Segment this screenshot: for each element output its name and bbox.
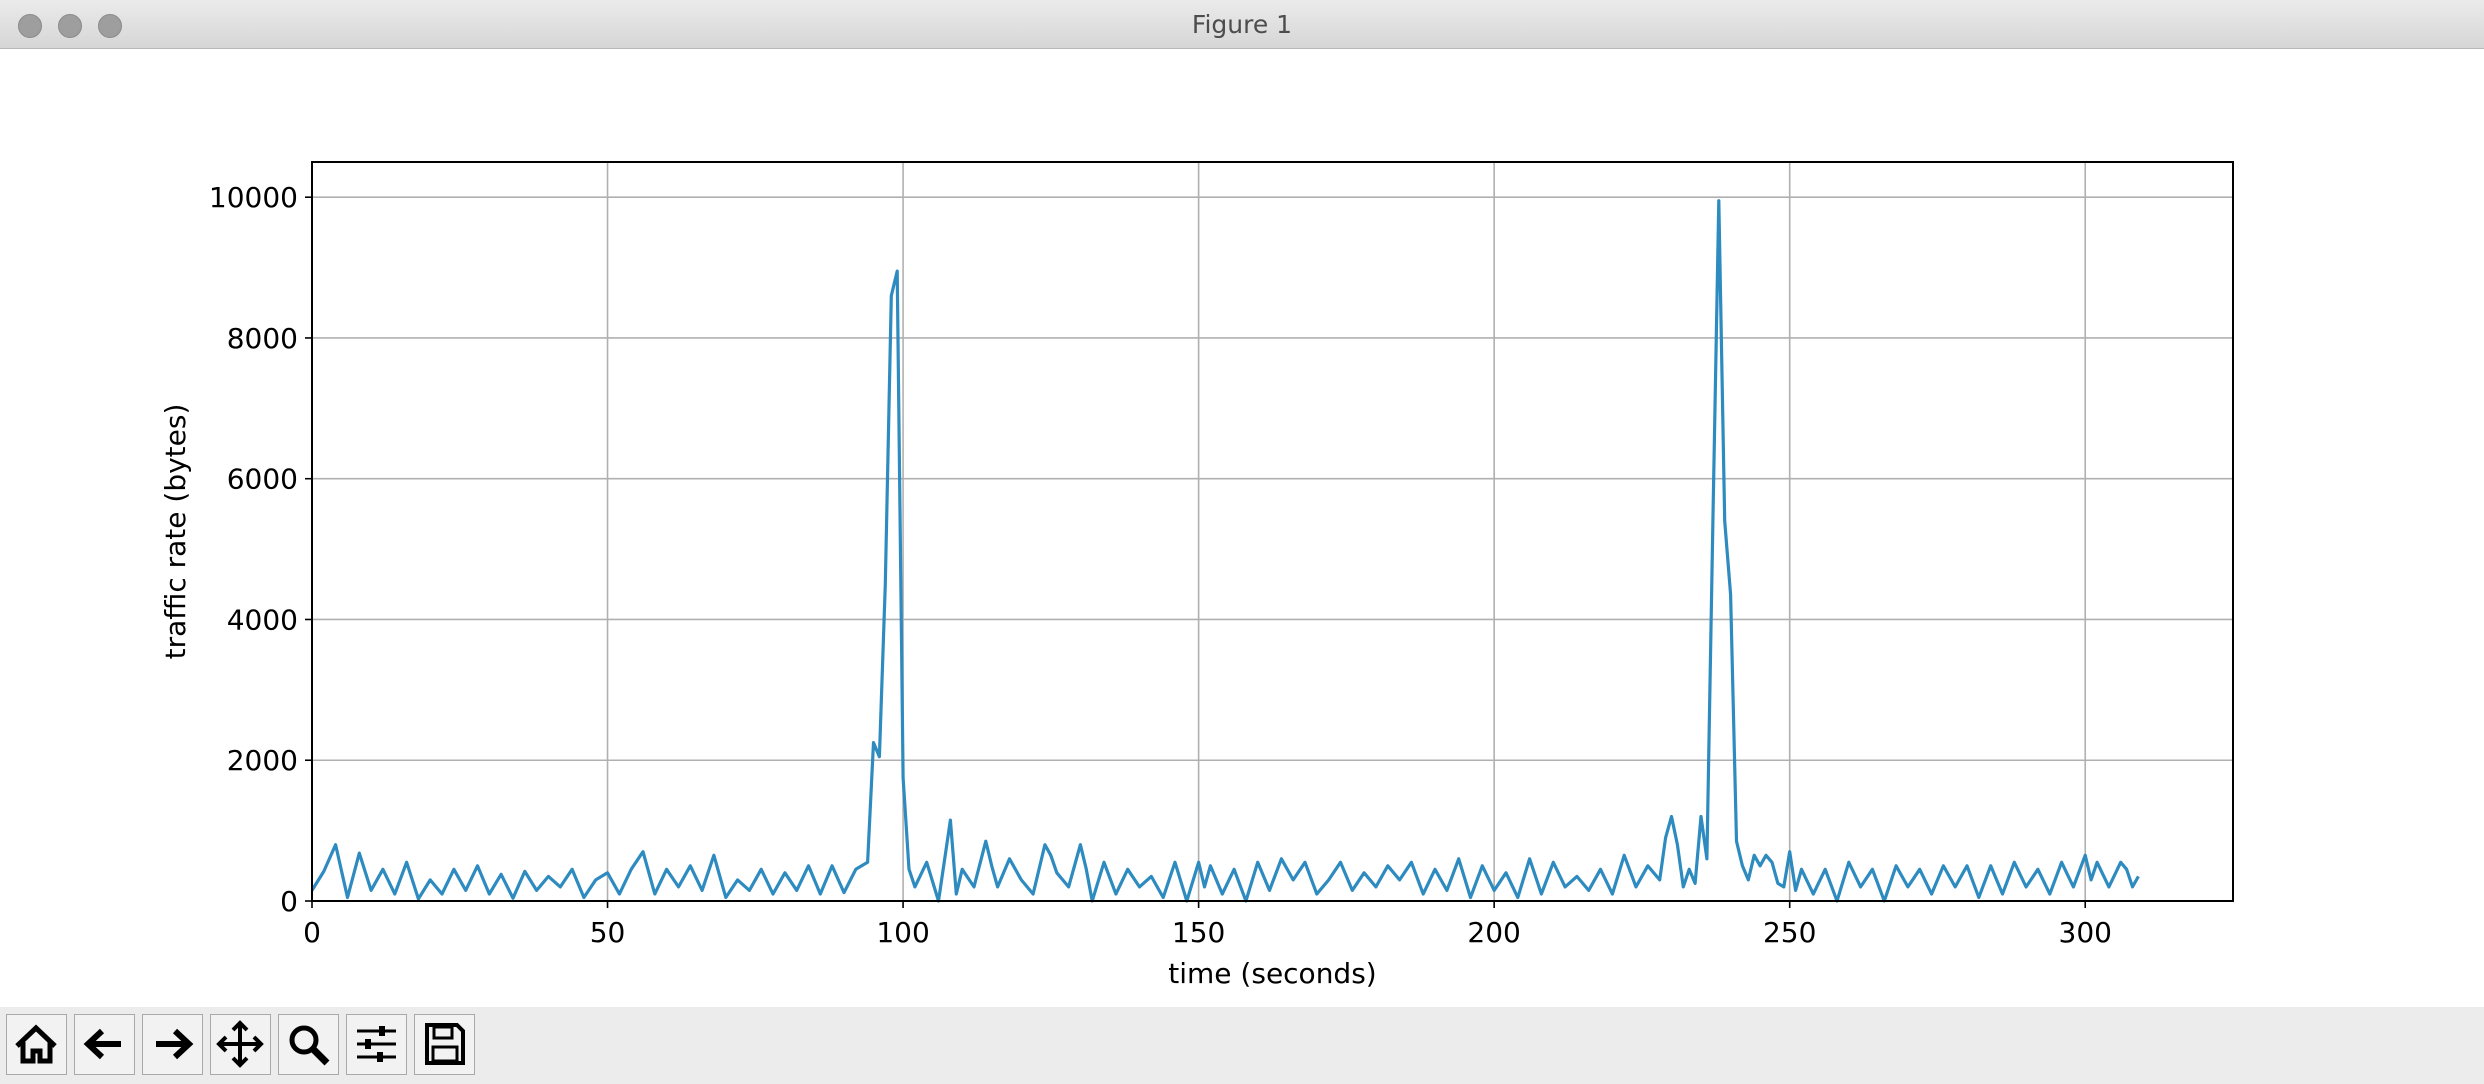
window-title: Figure 1 — [1191, 10, 1293, 39]
data-line — [310, 199, 2140, 903]
toolbar — [0, 1007, 2484, 1084]
y-tick-label: 8000 — [227, 322, 298, 355]
close-button[interactable] — [18, 14, 42, 38]
home-button[interactable] — [6, 1014, 67, 1075]
y-axis-label: traffic rate (bytes) — [159, 404, 192, 660]
zoom-button[interactable] — [98, 14, 122, 38]
x-tick-label: 300 — [2059, 916, 2112, 949]
y-tick-label: 2000 — [227, 744, 298, 777]
plot-frame — [311, 161, 2234, 902]
y-tick-label: 0 — [280, 885, 298, 918]
back-button[interactable] — [74, 1014, 135, 1075]
x-tick-label: 100 — [876, 916, 929, 949]
y-tick-label: 10000 — [209, 181, 298, 214]
title-bar: Figure 1 — [0, 0, 2484, 49]
x-tick-label: 50 — [590, 916, 626, 949]
configure-button[interactable] — [346, 1014, 407, 1075]
forward-button[interactable] — [142, 1014, 203, 1075]
x-tick-label: 250 — [1763, 916, 1816, 949]
x-tick-label: 0 — [303, 916, 321, 949]
y-tick-label: 6000 — [227, 463, 298, 496]
zoom-tool-button[interactable] — [278, 1014, 339, 1075]
y-tick-label: 4000 — [227, 603, 298, 636]
minimize-button[interactable] — [58, 14, 82, 38]
save-button[interactable] — [414, 1014, 475, 1075]
pan-button[interactable] — [210, 1014, 271, 1075]
x-tick-label: 150 — [1172, 916, 1225, 949]
x-tick-label: 200 — [1467, 916, 1520, 949]
chart: 0 2000 4000 6000 8000 10000 0 50 100 150 200 250 300… — [159, 161, 2234, 990]
x-axis-label: time (seconds) — [1168, 957, 1376, 990]
